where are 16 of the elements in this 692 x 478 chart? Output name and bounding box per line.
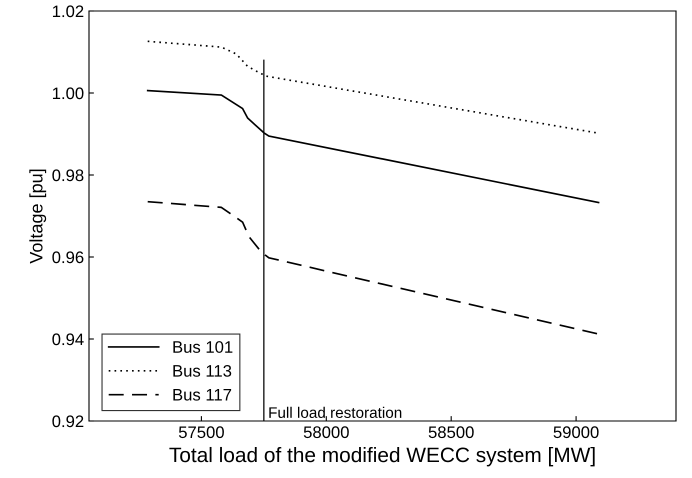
x-tick-label: 57500 (178, 426, 224, 438)
y-tick-label: 0.92 (52, 415, 84, 428)
x-tick-label: 58000 (304, 426, 349, 438)
legend-label: Bus 101 (173, 341, 232, 353)
y-tick-label: 0.98 (52, 169, 84, 182)
ref-line-label: Full load restoration (269, 406, 402, 418)
y-tick-label: 0.96 (52, 251, 84, 264)
x-tick-label: 58500 (428, 426, 474, 438)
x-axis-title: Total load of the modified WECC system [MW] (169, 446, 595, 466)
x-tick-label: 59000 (554, 426, 599, 438)
legend-label: Bus 113 (173, 364, 232, 377)
y-tick-label: 0.94 (52, 333, 84, 346)
y-axis-title: Voltage [pu] (29, 170, 46, 264)
legend-label: Bus 117 (173, 389, 232, 401)
y-tick-label: 1.02 (52, 5, 84, 18)
y-tick-label: 1.00 (52, 87, 84, 100)
